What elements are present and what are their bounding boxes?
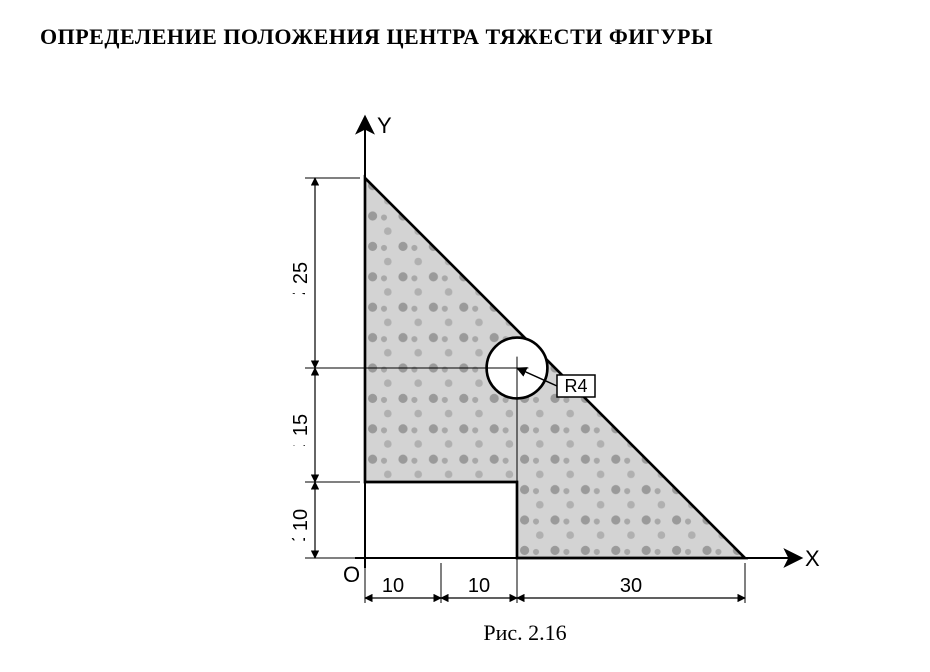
y-extension-lines	[305, 178, 360, 558]
x-dim-2: 30	[620, 575, 642, 597]
origin-label: O	[343, 562, 360, 587]
y-axis-label: Y	[377, 113, 392, 138]
page-title: ОПРЕДЕЛЕНИЕ ПОЛОЖЕНИЯ ЦЕНТРА ТЯЖЕСТИ ФИГ…	[40, 24, 890, 50]
figure-container: Y X O 10 10 30 10 15 25	[40, 58, 890, 658]
x-dim-1: 10	[468, 575, 490, 597]
y-dim-0b: 10	[290, 509, 312, 531]
x-dim-0: 10	[382, 575, 404, 597]
x-extension-lines	[365, 563, 745, 603]
figure-caption: Рис. 2.16	[483, 620, 566, 645]
radius-label: R4	[564, 376, 587, 396]
x-axis-label: X	[805, 546, 820, 571]
y-dim-1b: 15	[290, 414, 312, 436]
y-dim-2b: 25	[290, 262, 312, 284]
figure-svg: Y X O 10 10 30 10 15 25	[105, 58, 825, 658]
